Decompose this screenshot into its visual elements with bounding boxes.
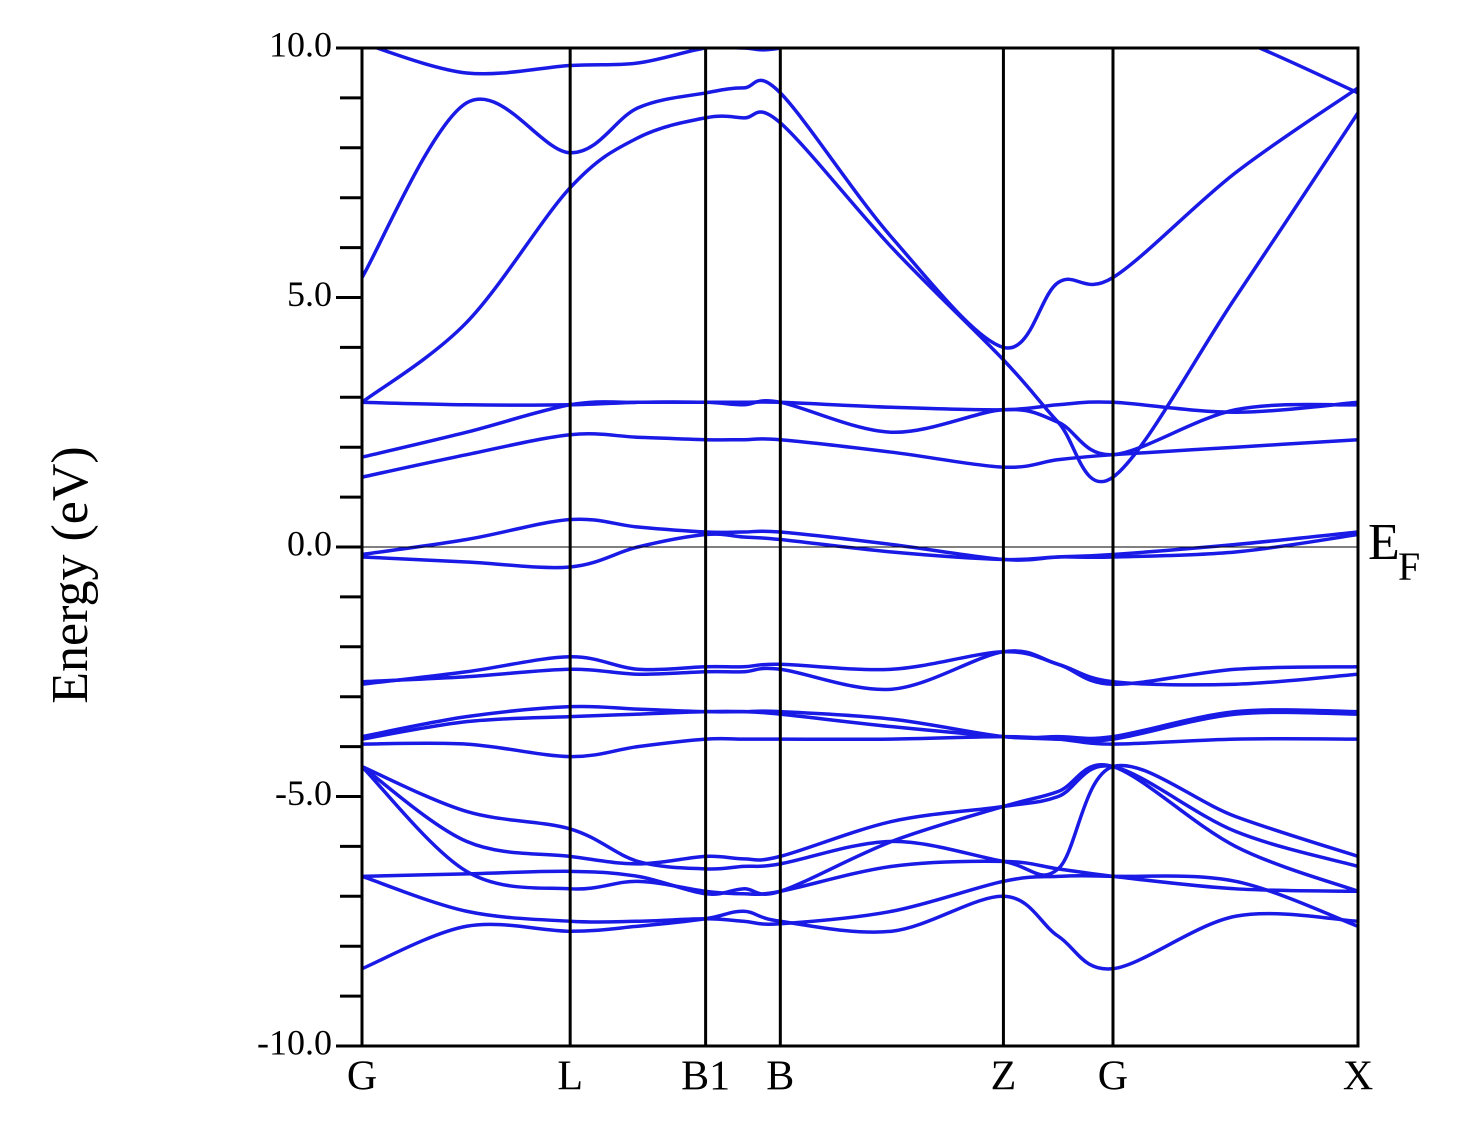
band: [362, 734, 1358, 759]
x-tick-label: L: [557, 1054, 583, 1100]
band: [362, 400, 1358, 415]
fermi-label: E: [1368, 514, 1400, 571]
band: [362, 763, 1358, 896]
band: [362, 764, 1358, 869]
x-tick-label: G: [1098, 1054, 1128, 1100]
band: [362, 704, 1358, 741]
y-tick-label: 0.0: [287, 523, 332, 563]
fermi-label-sub: F: [1398, 544, 1420, 589]
band: [362, 873, 1358, 928]
y-axis-label: Energy (eV): [42, 446, 99, 704]
y-tick-label: 5.0: [287, 274, 332, 314]
y-tick-label: -5.0: [275, 773, 332, 813]
band: [362, 110, 1358, 484]
band: [362, 894, 1358, 971]
plot-area: [362, 48, 1358, 971]
x-tick-label: B1: [681, 1054, 730, 1100]
x-tick-label: Z: [991, 1054, 1017, 1100]
band: [362, 78, 1358, 350]
band: [362, 650, 1358, 686]
band: [362, 517, 1358, 562]
x-tick-label: B: [766, 1054, 794, 1100]
band: [362, 709, 1358, 743]
y-tick-label: 10.0: [269, 24, 332, 64]
band: [362, 765, 1358, 897]
band: [362, 532, 1358, 570]
x-tick-label: X: [1343, 1054, 1373, 1100]
band: [362, 432, 1358, 479]
band: [371, 48, 1358, 95]
band: [362, 649, 1358, 692]
x-tick-label: G: [347, 1054, 377, 1100]
y-tick-label: -10.0: [257, 1022, 332, 1062]
band: [362, 763, 1358, 877]
